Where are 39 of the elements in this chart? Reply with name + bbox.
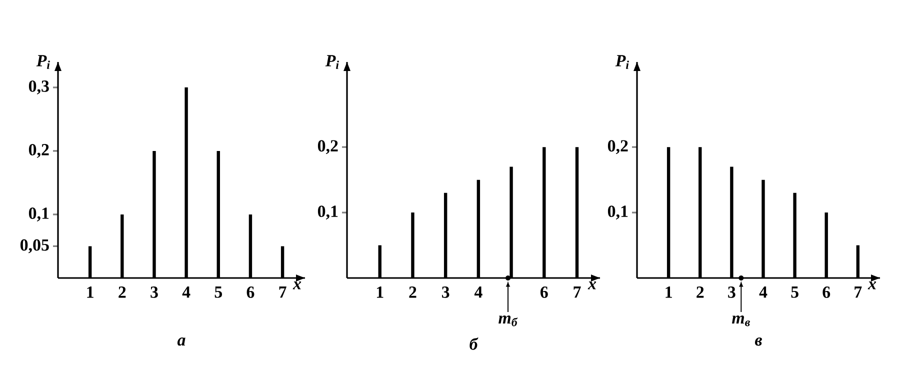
x-axis-title: x [588, 282, 596, 290]
y-tick-label: 0,2 [318, 140, 338, 154]
x-tick-label: 2 [696, 286, 704, 298]
x-tick-label: 3 [150, 286, 158, 298]
x-tick-label: 4 [759, 286, 768, 298]
x-tick-label: 5 [214, 286, 222, 298]
x-tick-label: 3 [442, 286, 450, 298]
x-tick-label: 3 [728, 286, 736, 298]
x-tick-label: 2 [409, 286, 416, 298]
x-tick-label: 7 [854, 286, 862, 298]
y-tick-label: 0,1 [318, 206, 338, 220]
text: б [470, 338, 478, 350]
x-axis-title: x [292, 282, 302, 290]
x-tick-label: 4 [182, 286, 190, 298]
y-tick-label: 0,2 [608, 140, 628, 154]
y-tick-label: 0,05 [20, 239, 49, 254]
x-axis-title: x [868, 282, 876, 290]
x-tick-label: 6 [822, 286, 830, 298]
y-axis-title: P$_{i}$ [36, 55, 50, 69]
annotation: m$_{в}$ [732, 316, 750, 326]
x-tick-label: 1 [666, 286, 672, 298]
y-tick-label: 0,2 [28, 144, 49, 158]
y-tick-label: 0,1 [608, 206, 628, 220]
x-tick-label: 6 [540, 286, 548, 298]
y-axis-title: P$_{i}$ [325, 55, 339, 69]
x-tick-label: 7 [574, 286, 581, 298]
annotation: m$_{б}$ [498, 316, 518, 326]
x-tick-label: 7 [279, 286, 286, 298]
x-tick-label: 5 [791, 286, 798, 298]
x-tick-label: 1 [87, 286, 94, 298]
text: а [177, 338, 186, 346]
text: в [754, 338, 762, 346]
x-tick-label: 1 [376, 286, 384, 298]
y-tick-label: 0,1 [28, 208, 49, 222]
x-tick-label: 4 [474, 286, 482, 298]
x-tick-label: 6 [246, 286, 254, 298]
y-axis-title: P$_{i}$ [615, 55, 629, 69]
y-tick-label: 0,3 [28, 80, 49, 94]
x-tick-label: 2 [118, 286, 126, 298]
